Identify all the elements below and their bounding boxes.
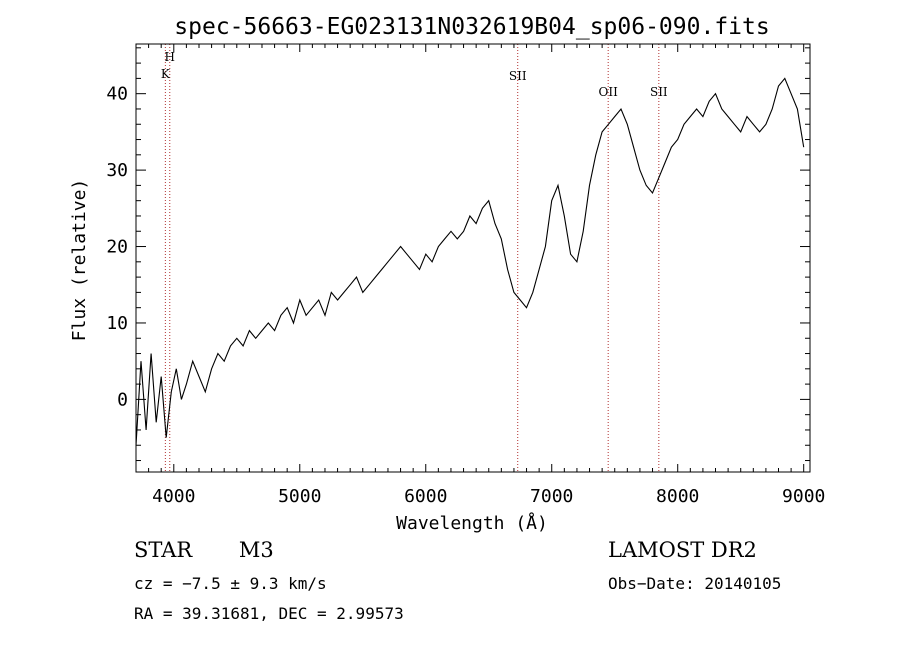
x-tick-label: 7000: [530, 486, 573, 507]
annotation-label: SII: [650, 85, 668, 99]
plot-frame: [135, 43, 811, 473]
annotation-label: OII: [599, 85, 619, 99]
object-class: STAR M3: [134, 538, 274, 562]
y-tick-label: 30: [106, 160, 128, 181]
spectrum-line: [135, 77, 805, 446]
obs-date-text: Obs−Date: 20140105: [608, 574, 782, 593]
axis-ticks: 4000 5000 6000 7000 8000 9000 0 10 20 30 40: [106, 44, 825, 507]
x-axis-label: Wavelength (Å): [396, 512, 548, 534]
y-tick-label: 0: [117, 389, 128, 410]
object-type: STAR: [134, 538, 193, 562]
x-tick-label: 6000: [404, 486, 447, 507]
chart-title: spec-56663-EG023131N032619B04_sp06-090.f…: [174, 14, 769, 40]
x-tick-label: 9000: [782, 486, 825, 507]
x-tick-label: 8000: [656, 486, 699, 507]
annotation-label: SII: [509, 69, 527, 83]
annotation-label: H: [165, 50, 175, 64]
redshift-text: cz = −7.5 ± 9.3 km/s: [134, 574, 327, 593]
radec-text: RA = 39.31681, DEC = 2.99573: [134, 604, 404, 623]
x-tick-label: 5000: [278, 486, 321, 507]
y-tick-label: 10: [106, 313, 128, 334]
annotation-label: K: [161, 67, 171, 81]
y-axis-label: Flux (relative): [69, 179, 90, 342]
y-tick-label: 40: [106, 84, 128, 105]
object-subclass: M3: [238, 538, 274, 562]
survey-label: LAMOST DR2: [608, 538, 757, 562]
spectrum-series: [135, 77, 805, 446]
annotation-lines: HK SII OII SII: [161, 44, 668, 472]
y-tick-label: 20: [106, 237, 128, 258]
x-tick-label: 4000: [152, 486, 195, 507]
